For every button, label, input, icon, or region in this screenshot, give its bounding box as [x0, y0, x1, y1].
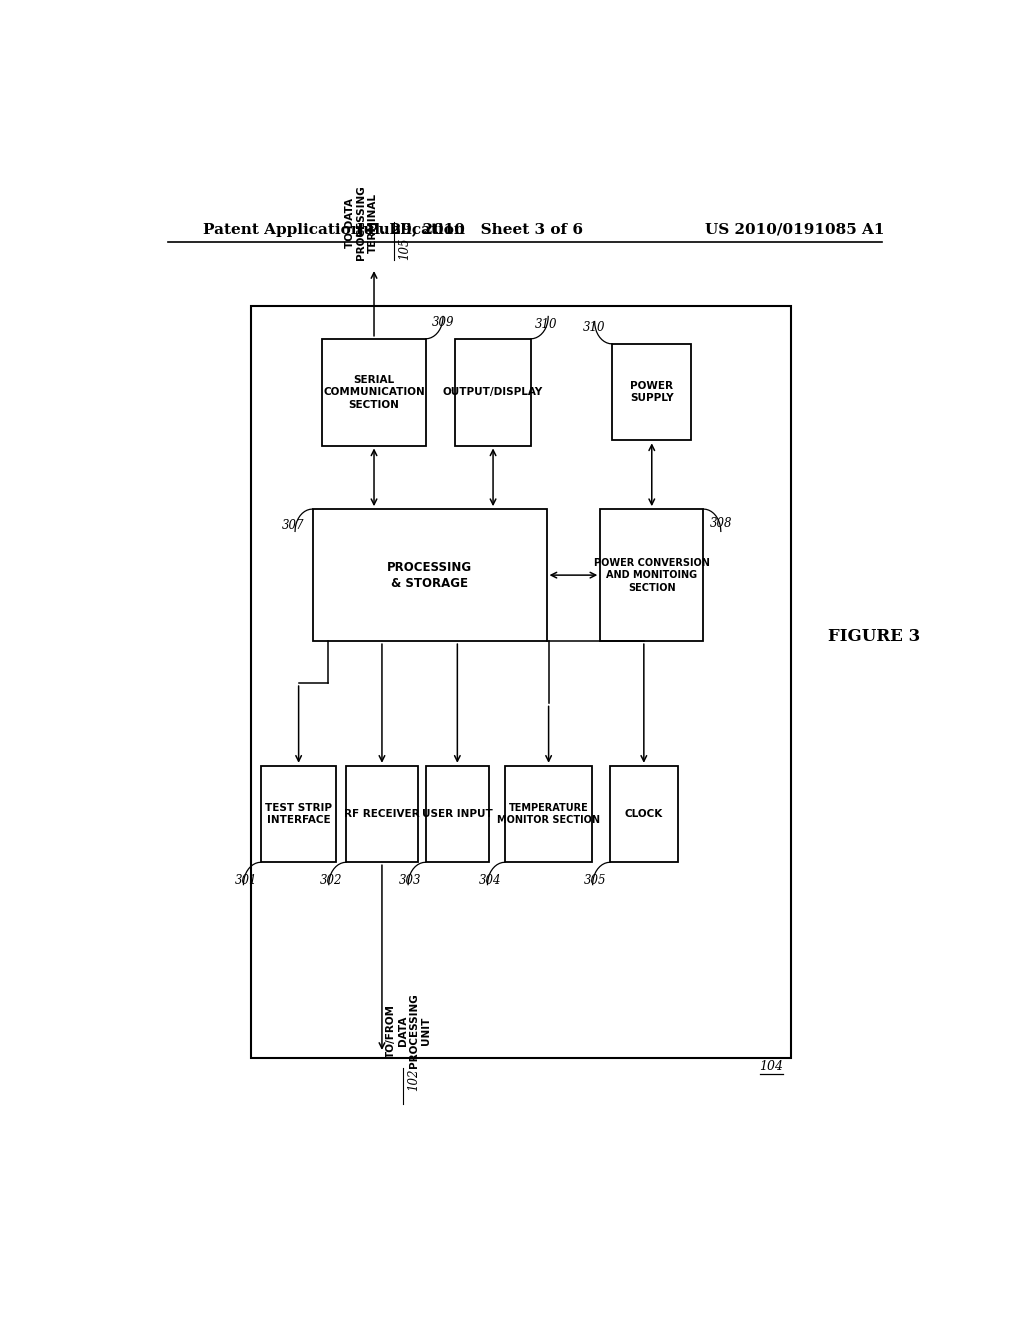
- Bar: [456, 339, 530, 446]
- Bar: [610, 766, 678, 862]
- Text: TEMPERATURE
MONITOR SECTION: TEMPERATURE MONITOR SECTION: [497, 803, 600, 825]
- Text: 307: 307: [282, 519, 304, 532]
- Text: TO DATA
PROCESSING
TERMINAL: TO DATA PROCESSING TERMINAL: [345, 185, 378, 260]
- Bar: [312, 510, 547, 642]
- Text: 310: 310: [584, 321, 606, 334]
- Bar: [346, 766, 418, 862]
- Text: 305: 305: [584, 874, 606, 887]
- Text: Jul. 29, 2010   Sheet 3 of 6: Jul. 29, 2010 Sheet 3 of 6: [355, 223, 583, 236]
- Text: OUTPUT/DISPLAY: OUTPUT/DISPLAY: [443, 387, 543, 397]
- Text: TEST STRIP
INTERFACE: TEST STRIP INTERFACE: [265, 803, 332, 825]
- Text: POWER CONVERSION
AND MONITOING
SECTION: POWER CONVERSION AND MONITOING SECTION: [594, 558, 710, 593]
- Text: USER INPUT: USER INPUT: [422, 809, 493, 818]
- Bar: [261, 766, 336, 862]
- Bar: [600, 510, 703, 642]
- Text: 302: 302: [319, 874, 342, 887]
- Text: RF RECEIVER: RF RECEIVER: [344, 809, 420, 818]
- Text: 301: 301: [234, 874, 257, 887]
- Text: US 2010/0191085 A1: US 2010/0191085 A1: [705, 223, 885, 236]
- Bar: [612, 345, 691, 441]
- Text: 105: 105: [397, 238, 411, 260]
- Text: POWER
SUPPLY: POWER SUPPLY: [630, 381, 674, 404]
- Bar: [251, 306, 791, 1057]
- Bar: [426, 766, 489, 862]
- Text: 102: 102: [408, 1068, 420, 1090]
- Text: 104: 104: [759, 1060, 782, 1073]
- Text: 310: 310: [535, 318, 557, 331]
- Bar: [505, 766, 592, 862]
- Text: FIGURE 3: FIGURE 3: [827, 627, 921, 644]
- Bar: [323, 339, 426, 446]
- Text: SERIAL
COMMUNICATION
SECTION: SERIAL COMMUNICATION SECTION: [324, 375, 425, 409]
- Text: 308: 308: [710, 517, 732, 531]
- Text: PROCESSING
& STORAGE: PROCESSING & STORAGE: [387, 561, 472, 590]
- Text: TO/FROM
DATA
PROCESSING
UNIT: TO/FROM DATA PROCESSING UNIT: [386, 994, 431, 1068]
- Text: 309: 309: [432, 315, 455, 329]
- Text: 303: 303: [399, 874, 422, 887]
- Text: CLOCK: CLOCK: [625, 809, 663, 818]
- Text: 304: 304: [478, 874, 501, 887]
- Text: Patent Application Publication: Patent Application Publication: [204, 223, 465, 236]
